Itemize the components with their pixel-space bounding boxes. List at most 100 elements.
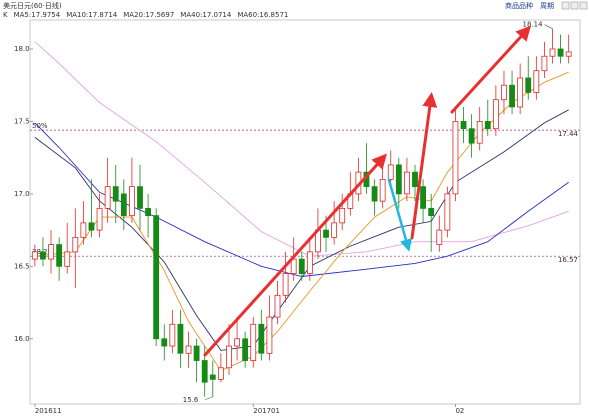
candle-body	[468, 128, 475, 144]
candle-body	[242, 338, 249, 361]
candle-body	[452, 121, 459, 195]
candle-body	[40, 251, 46, 260]
icon-button[interactable]	[570, 1, 579, 10]
legend-entry: K	[3, 11, 8, 19]
candle-body	[557, 48, 564, 57]
candle-body	[517, 77, 524, 108]
candle-body	[509, 84, 515, 108]
candle-body	[549, 48, 556, 57]
legend-entry: MA10:17.8714	[66, 11, 118, 19]
candle-body	[201, 360, 208, 383]
candle-body	[331, 222, 338, 238]
candle-body	[250, 323, 257, 361]
y-tick-label: 17.0	[14, 190, 30, 198]
button[interactable]: 周期	[540, 2, 554, 10]
legend-entry: MA20:17.5697	[123, 11, 174, 19]
candle-body	[460, 121, 467, 130]
candle-body	[217, 367, 224, 380]
candle-body	[137, 186, 143, 209]
ma-line	[34, 41, 569, 257]
candle-body	[282, 273, 289, 296]
level-value: 16.57	[558, 256, 578, 264]
candle-body	[161, 338, 168, 347]
candle-body	[177, 323, 184, 354]
legend-entry: MA40:17.0714	[180, 11, 232, 19]
candle-body	[129, 186, 135, 217]
trend-arrow	[410, 92, 438, 240]
chart-title: 美元日元(60·日线)	[3, 1, 62, 10]
trend-arrow	[203, 153, 388, 357]
candle-body	[387, 164, 394, 180]
candle-body	[80, 222, 87, 238]
candle-body	[56, 244, 63, 267]
candle-body	[404, 171, 410, 195]
button[interactable]: 商品品种	[505, 1, 533, 10]
candle-body	[193, 345, 200, 361]
candle-body	[525, 77, 532, 93]
legend-entry: MA5:17.9754	[14, 11, 61, 19]
candle-body	[339, 207, 346, 224]
candle-body	[274, 294, 281, 318]
candle-body	[145, 207, 151, 217]
candle-body	[412, 171, 418, 188]
candle-body	[565, 51, 572, 57]
candle-body	[420, 186, 426, 209]
candle-body	[436, 229, 443, 246]
level-value: 17.44	[558, 130, 579, 138]
x-tick-label: 201701	[253, 407, 280, 415]
trend-arrow	[387, 178, 412, 252]
candle-body	[290, 258, 297, 274]
candle-body	[112, 186, 119, 202]
candle-body	[120, 193, 127, 217]
x-tick-label: 02	[455, 407, 464, 415]
candle-body	[492, 99, 499, 130]
extreme-label: 18.14	[523, 21, 544, 29]
candle-body	[104, 186, 111, 209]
extreme-pointer	[544, 24, 553, 29]
plot-frame	[29, 19, 581, 405]
candle-body	[428, 207, 435, 217]
candle-body	[298, 258, 305, 274]
extreme-label: 15.6	[183, 396, 199, 404]
icon-button[interactable]	[579, 1, 588, 10]
candle-body	[501, 84, 507, 101]
trend-arrows	[203, 25, 532, 357]
extreme-pointer	[204, 396, 213, 401]
candle-body	[185, 345, 192, 354]
candle-body	[371, 186, 378, 202]
candle-body	[541, 55, 548, 72]
candle-body	[64, 251, 71, 267]
candle-body	[234, 338, 240, 347]
candle-body	[258, 323, 265, 354]
candle-body	[323, 229, 329, 238]
candle-body	[476, 121, 483, 144]
plot: 16.0 16.5 17.0 17.5 18.0 201611 201701 02 50% 17.…	[14, 21, 580, 415]
candle-body	[395, 164, 402, 195]
candle-body	[48, 244, 54, 260]
candle-body	[31, 251, 38, 260]
y-tick-label: 16.0	[14, 335, 30, 343]
candle-body	[88, 222, 95, 231]
candle-body	[266, 316, 273, 354]
level-label: 50%	[32, 122, 48, 130]
x-tick-label: 201611	[35, 407, 62, 415]
candle-body	[533, 70, 540, 93]
trend-arrow	[450, 25, 532, 114]
toolbar: 商品品种 周期	[505, 1, 588, 10]
candle-body	[169, 323, 176, 347]
candle-body	[484, 121, 491, 130]
y-tick-label: 18.0	[14, 45, 30, 53]
candle-body	[153, 215, 160, 340]
candle-body	[72, 236, 79, 253]
candle-body	[209, 374, 216, 380]
candle-body	[96, 207, 103, 231]
y-tick-label: 17.5	[14, 117, 30, 125]
y-tick-label: 16.5	[14, 262, 30, 270]
legend-entry: MA60:16.8571	[237, 11, 288, 19]
candle-body	[306, 251, 313, 274]
icon-button[interactable]	[561, 1, 570, 10]
candle-body	[444, 193, 451, 231]
candle-body	[226, 345, 232, 369]
